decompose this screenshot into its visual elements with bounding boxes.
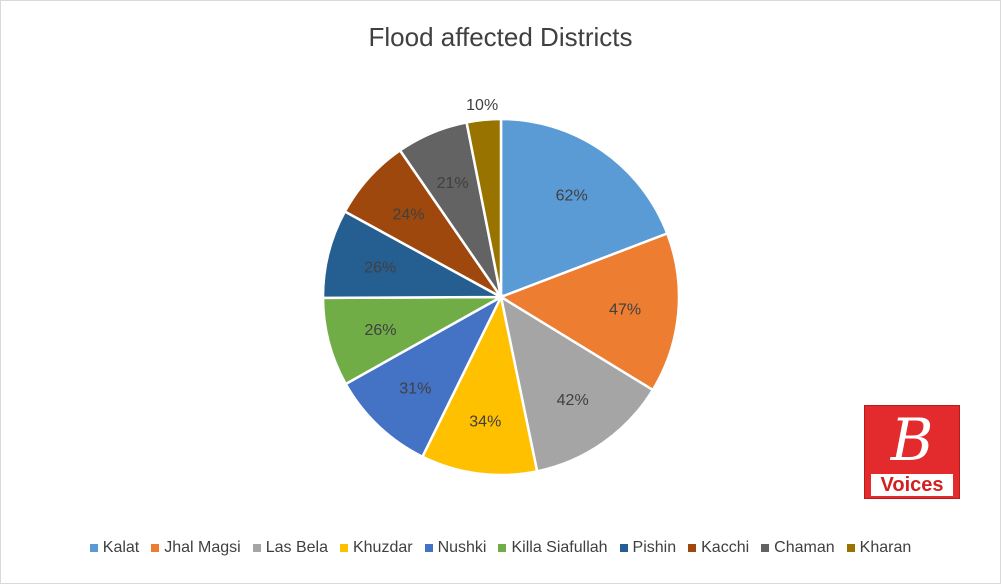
- legend-label: Chaman: [774, 539, 835, 556]
- pie-slice-khuzdar: [420, 293, 539, 477]
- b-voices-logo: B Voices: [864, 405, 960, 499]
- legend-label: Nushki: [437, 539, 487, 556]
- legend-item-kharan: Kharan: [846, 539, 912, 557]
- legend-label: Pishin: [632, 539, 677, 556]
- legend-item-las-bela: Las Bela: [252, 539, 328, 557]
- pie-slice-nushki: [344, 293, 504, 459]
- legend-label: Khuzdar: [352, 539, 413, 556]
- legend-swatch: [846, 544, 855, 552]
- legend-item-killa-siafullah: Killa Siafullah: [498, 539, 608, 557]
- legend-swatch: [761, 544, 770, 552]
- legend: Kalat Jhal Magsi Las Bela Khuzdar Nushki Kill…: [0, 539, 1001, 557]
- pie-slice-killa-siafullah: [321, 295, 506, 386]
- legend-swatch: [619, 544, 628, 552]
- legend-label: Killa Siafullah: [511, 539, 608, 556]
- legend-swatch: [339, 544, 348, 552]
- data-label-killa-siafullah: 26%: [365, 322, 397, 339]
- legend-label: Jhal Magsi: [164, 539, 241, 556]
- legend-item-pishin: Pishin: [619, 539, 677, 557]
- legend-label: Kacchi: [701, 539, 750, 556]
- pie-slice-jhal-magsi: [498, 231, 681, 392]
- legend-label: Kalat: [102, 539, 140, 556]
- chart-title: Flood affected Districts: [368, 22, 633, 52]
- legend-swatch: [688, 544, 697, 552]
- data-label-jhal-magsi: 47%: [609, 301, 641, 318]
- legend-swatch: [151, 544, 160, 552]
- data-label-pishin: 26%: [364, 259, 396, 276]
- legend-swatch: [89, 544, 98, 552]
- pie-slice-las-bela: [499, 294, 655, 473]
- legend-item-khuzdar: Khuzdar: [339, 539, 413, 557]
- legend-item-nushki: Nushki: [424, 539, 487, 557]
- pie-slice-kharan: [465, 117, 503, 298]
- pie-slice-pishin: [321, 209, 506, 300]
- legend-item-chaman: Chaman: [761, 539, 835, 557]
- legend-swatch: [498, 544, 507, 552]
- pie-slice-kalat: [499, 117, 669, 299]
- data-label-khuzdar: 34%: [469, 414, 501, 431]
- logo-letter: B: [890, 406, 934, 474]
- data-label-kalat: 62%: [556, 187, 588, 204]
- data-label-chaman: 21%: [437, 175, 469, 192]
- data-label-las-bela: 42%: [557, 392, 589, 409]
- data-label-kharan: 10%: [466, 97, 498, 114]
- data-label-nushki: 31%: [399, 380, 431, 397]
- data-label-kacchi: 24%: [392, 207, 424, 224]
- legend-label: Las Bela: [265, 539, 328, 556]
- legend-item-jhal-magsi: Jhal Magsi: [151, 539, 241, 557]
- legend-item-kalat: Kalat: [89, 539, 140, 557]
- logo-word: Voices: [871, 474, 953, 496]
- legend-label: Kharan: [859, 539, 912, 556]
- legend-swatch: [252, 544, 261, 552]
- legend-swatch: [424, 544, 433, 552]
- legend-item-kacchi: Kacchi: [688, 539, 749, 557]
